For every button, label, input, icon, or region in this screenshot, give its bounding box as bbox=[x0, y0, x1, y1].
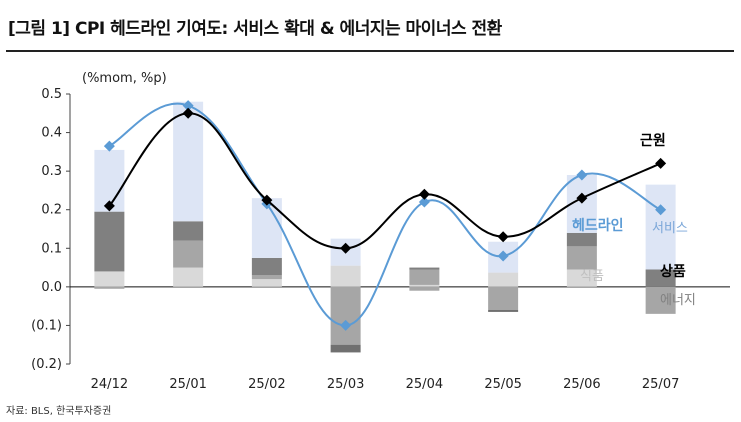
y-tick-label: (0.2) bbox=[31, 357, 62, 372]
line-marker bbox=[655, 157, 667, 169]
x-tick-label: 25/02 bbox=[248, 377, 285, 392]
series-label: 근원 bbox=[640, 133, 666, 149]
bar-segment bbox=[566, 246, 597, 270]
y-tick-label: 0.3 bbox=[41, 164, 62, 179]
line-marker bbox=[261, 194, 273, 206]
x-tick-label: 25/05 bbox=[484, 377, 521, 392]
bar-segment bbox=[94, 286, 125, 289]
line-marker bbox=[103, 140, 115, 152]
bar-segment bbox=[566, 269, 597, 287]
y-tick-label: 0.1 bbox=[41, 241, 62, 256]
bar-segment bbox=[173, 240, 204, 268]
y-tick-label: 0.0 bbox=[41, 280, 62, 295]
axes: 0.5 0.4 0.3 0.2 0.1 0.0 (0.1) (0.2) 24/12 25/01 25… bbox=[31, 87, 730, 392]
line-path bbox=[108, 102, 662, 327]
bar-segment bbox=[566, 232, 597, 247]
bar-segment bbox=[94, 271, 125, 287]
y-tick-label: 0.4 bbox=[41, 126, 62, 141]
bar-segment bbox=[409, 267, 440, 270]
title-rule bbox=[6, 50, 734, 52]
y-tick-label: 0.5 bbox=[41, 87, 62, 102]
bar-segment bbox=[409, 284, 440, 287]
source-note: 자료: BLS, 한국투자증권 bbox=[6, 406, 112, 417]
line-marker bbox=[497, 250, 509, 262]
x-tick-label: 25/06 bbox=[563, 377, 600, 392]
line-marker bbox=[576, 192, 588, 204]
bar-segment bbox=[330, 344, 361, 353]
series-label: 에너지 bbox=[660, 293, 696, 308]
y-unit-label: (%mom, %p) bbox=[82, 71, 167, 86]
line-marker bbox=[340, 242, 352, 254]
bar-segment bbox=[488, 272, 519, 287]
bar-segment bbox=[330, 265, 361, 287]
bar-segment bbox=[409, 286, 440, 291]
line-marker bbox=[182, 107, 194, 119]
series-label: 헤드라인 bbox=[572, 217, 624, 234]
series-label: 식품 bbox=[580, 269, 604, 284]
line-series bbox=[103, 100, 667, 331]
x-tick-label: 25/01 bbox=[169, 377, 206, 392]
x-tick-label: 24/12 bbox=[91, 377, 128, 392]
bar-segment bbox=[251, 279, 282, 287]
line-marker bbox=[103, 200, 115, 212]
bar-segment bbox=[330, 286, 361, 345]
x-tick-label: 25/03 bbox=[327, 377, 364, 392]
line-marker bbox=[655, 204, 667, 216]
bar-segment bbox=[251, 275, 282, 280]
line-marker bbox=[340, 319, 352, 331]
bar-segment bbox=[94, 211, 125, 272]
x-tick-label: 25/04 bbox=[406, 377, 443, 392]
bar-segment bbox=[251, 257, 282, 276]
line-marker bbox=[418, 188, 430, 200]
page-title: [그림 1] CPI 헤드라인 기여도: 서비스 확대 & 에너지는 마이너스 … bbox=[8, 19, 502, 39]
line-marker bbox=[497, 231, 509, 243]
bar-segment bbox=[173, 101, 204, 222]
cpi-contribution-chart: (%mom, %p) 0.5 0.4 0.3 0.2 0.1 0.0 (0.1) (0.2) 2… bbox=[31, 71, 730, 392]
bar-segment bbox=[173, 221, 204, 241]
series-label: 상품 bbox=[660, 264, 686, 280]
series-label: 서비스 bbox=[652, 221, 688, 236]
bar-segment bbox=[173, 267, 204, 287]
y-tick-label: (0.1) bbox=[31, 318, 62, 333]
x-tick-label: 25/07 bbox=[642, 377, 679, 392]
bar-segment bbox=[488, 310, 519, 312]
line-marker bbox=[418, 196, 430, 208]
bar-segment bbox=[645, 269, 676, 287]
bar-segment bbox=[645, 184, 676, 270]
bar-segment bbox=[409, 269, 440, 285]
bar-segment bbox=[488, 286, 519, 310]
y-tick-label: 0.2 bbox=[41, 203, 62, 218]
line-marker bbox=[576, 169, 588, 181]
line-marker bbox=[182, 100, 194, 112]
bar-segment bbox=[645, 286, 676, 314]
